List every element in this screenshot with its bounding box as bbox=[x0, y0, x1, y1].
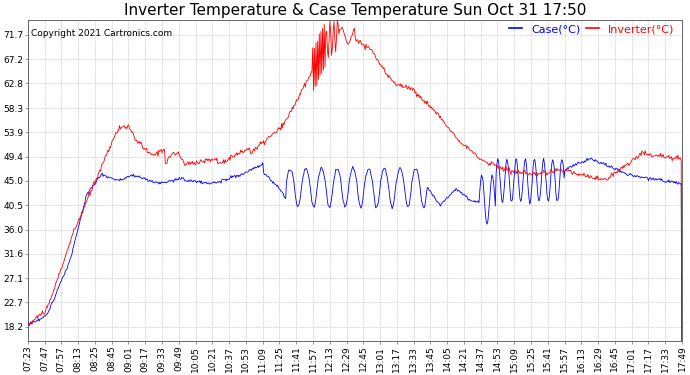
Title: Inverter Temperature & Case Temperature Sun Oct 31 17:50: Inverter Temperature & Case Temperature … bbox=[124, 3, 586, 18]
Legend: Case(°C), Inverter(°C): Case(°C), Inverter(°C) bbox=[504, 20, 679, 39]
Text: Copyright 2021 Cartronics.com: Copyright 2021 Cartronics.com bbox=[31, 29, 172, 38]
